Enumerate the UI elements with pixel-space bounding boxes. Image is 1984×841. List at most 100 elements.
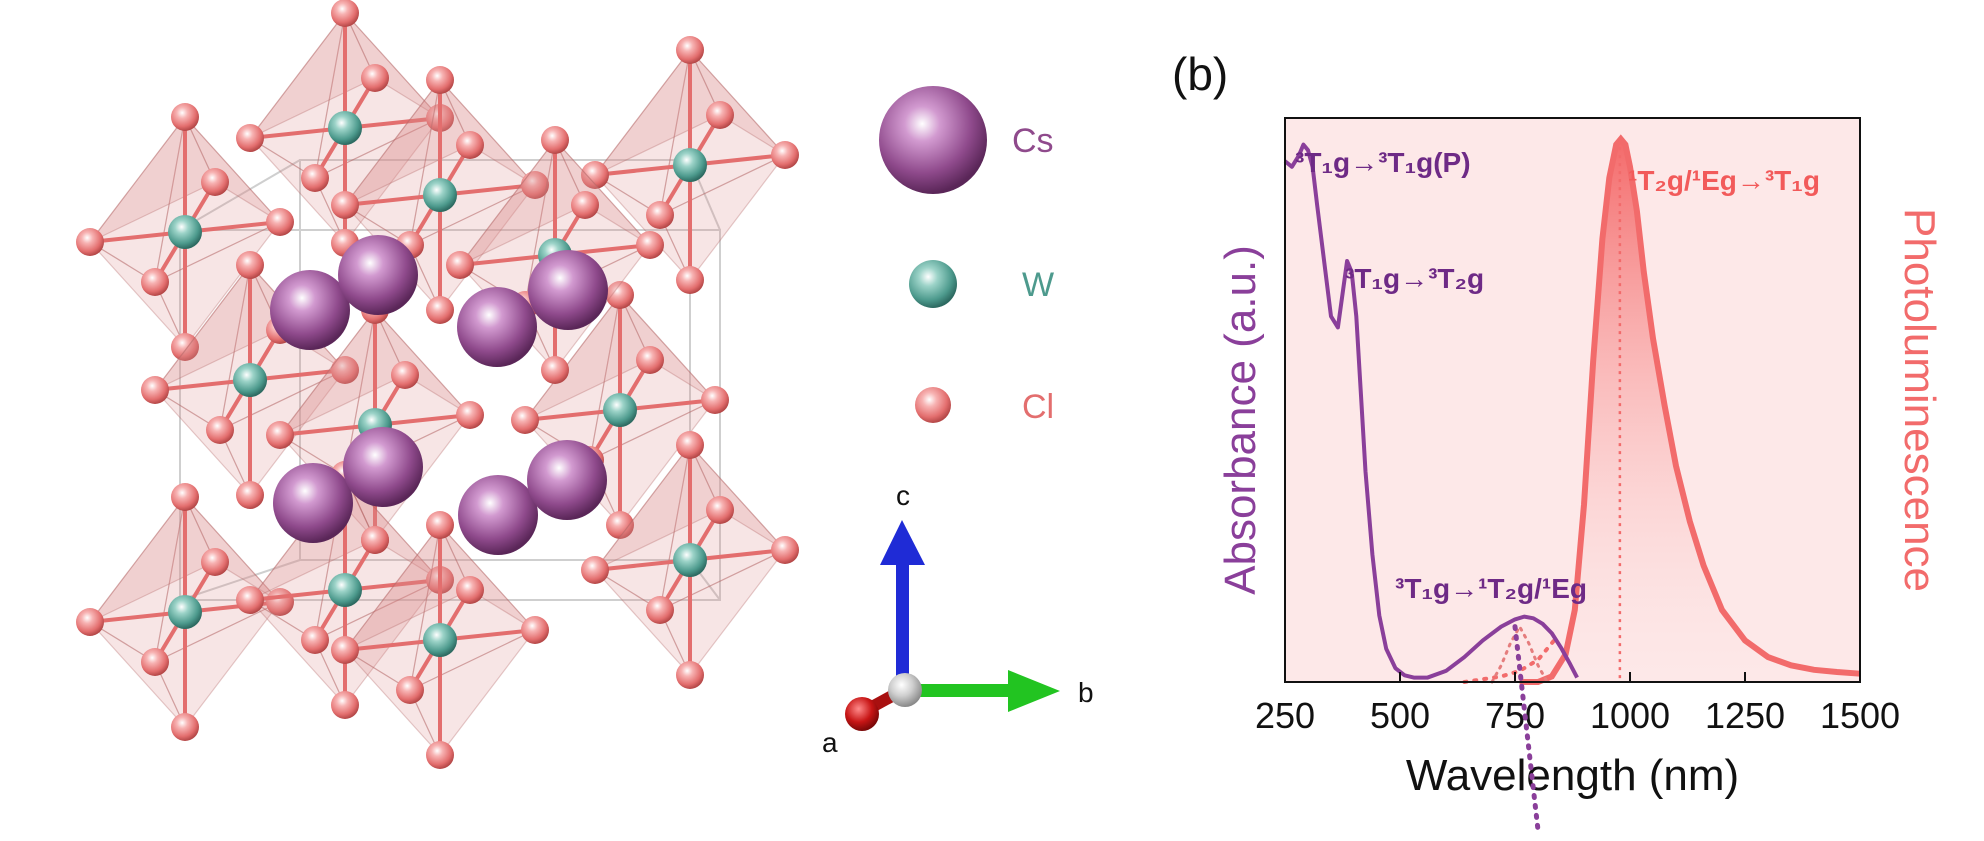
cs-atom	[343, 427, 423, 507]
cl-legend-icon	[915, 387, 951, 423]
cl-atom	[266, 208, 294, 236]
cs-atom	[457, 287, 537, 367]
cl-atom	[426, 296, 454, 324]
cl-atom	[706, 101, 734, 129]
cl-atom	[541, 126, 569, 154]
ann-3t1g-3t1gp: ³T₁g→³T₁g(P)	[1295, 147, 1471, 178]
cl-atom	[171, 333, 199, 361]
b-axis-arrowhead	[1008, 670, 1060, 712]
cl-atom	[236, 481, 264, 509]
w-atom	[168, 595, 202, 629]
x-tick-label: 750	[1485, 695, 1545, 736]
y-axis-right-title: Photoluminescence	[1895, 208, 1944, 592]
octahedron-face	[374, 309, 471, 416]
unit-cell-wireframe	[179, 159, 721, 601]
octahedron-face	[184, 116, 281, 223]
x-tick-label: 500	[1370, 695, 1430, 736]
w-legend-icon	[909, 260, 957, 308]
octahedron-face	[689, 49, 786, 156]
x-ticks: 250 500 750 1000 1250 1500	[1255, 672, 1900, 736]
unit-cell-edge	[179, 159, 301, 231]
c-axis-label: c	[896, 480, 910, 511]
x-tick-label: 1250	[1705, 695, 1785, 736]
crystal-structure	[76, 0, 799, 769]
plot-background	[1285, 118, 1860, 682]
cl-atom	[701, 386, 729, 414]
wcl6-octahedron	[581, 431, 799, 689]
octahedron-face	[249, 137, 346, 244]
octahedron-face	[154, 389, 251, 496]
cl-atom	[771, 141, 799, 169]
cl-atom	[456, 576, 484, 604]
cl-atom	[236, 124, 264, 152]
cl-atom	[571, 191, 599, 219]
octahedron-face	[89, 621, 186, 728]
cl-atom	[76, 228, 104, 256]
cl-legend-label: Cl	[1022, 388, 1054, 426]
octahedron-face	[89, 241, 186, 348]
octahedron-face	[184, 496, 281, 603]
cl-atom	[331, 691, 359, 719]
cs-atom	[458, 475, 538, 555]
cl-atom	[361, 64, 389, 92]
w-atom	[603, 393, 637, 427]
cs-legend-label: Cs	[1012, 122, 1054, 160]
cl-atom	[141, 268, 169, 296]
cl-atom	[331, 191, 359, 219]
wcl6-octahedron	[236, 0, 454, 257]
cl-atom	[426, 511, 454, 539]
cl-atom	[636, 231, 664, 259]
c-axis-shaft	[896, 560, 909, 680]
cl-atom	[456, 401, 484, 429]
w-atom	[168, 215, 202, 249]
cl-atom	[511, 406, 539, 434]
x-tick-label: 1000	[1590, 695, 1670, 736]
cs-atom	[338, 235, 418, 315]
cl-atom	[706, 496, 734, 524]
cl-atom	[331, 636, 359, 664]
origin-sphere	[888, 673, 922, 707]
absorbance-line	[1283, 142, 1579, 680]
w-atom	[673, 543, 707, 577]
cl-atom	[76, 608, 104, 636]
octahedron-face	[689, 444, 786, 551]
cl-atom	[646, 596, 674, 624]
cl-atom	[301, 164, 329, 192]
w-atom	[423, 623, 457, 657]
cl-atom	[331, 356, 359, 384]
cl-atom	[266, 421, 294, 449]
cl-atom	[676, 661, 704, 689]
cl-atom	[771, 536, 799, 564]
cl-atom	[446, 251, 474, 279]
cl-atom	[676, 266, 704, 294]
cl-atom	[541, 356, 569, 384]
cl-atom	[206, 416, 234, 444]
w-atom	[328, 573, 362, 607]
cl-atom	[606, 511, 634, 539]
cl-atom	[141, 376, 169, 404]
cl-atom	[236, 586, 264, 614]
plot-content	[1283, 134, 1861, 685]
cl-atom	[201, 168, 229, 196]
x-axis-title: Wavelength (nm)	[1406, 751, 1739, 800]
octahedron-face	[554, 139, 651, 246]
cl-atom	[426, 66, 454, 94]
cl-atom	[521, 616, 549, 644]
cl-atom	[646, 201, 674, 229]
a-axis-tip	[845, 697, 879, 731]
cl-atom	[171, 713, 199, 741]
cl-atom	[391, 361, 419, 389]
cl-atom	[676, 36, 704, 64]
octahedron-face	[594, 569, 691, 676]
panel-b-label: (b)	[1172, 48, 1228, 100]
pl-fill	[1519, 139, 1860, 682]
cl-atom	[301, 626, 329, 654]
b-axis-shaft	[905, 684, 1013, 697]
octahedron-face	[344, 649, 441, 756]
ann-3t1g-1t2g: ³T₁g→¹T₂g/¹Eg	[1395, 573, 1587, 604]
atom-legend: Cs W Cl	[879, 86, 1054, 426]
cl-atom	[636, 346, 664, 374]
w-atom	[328, 111, 362, 145]
wcl6-octahedron	[581, 36, 799, 294]
octahedron-face	[344, 12, 441, 119]
